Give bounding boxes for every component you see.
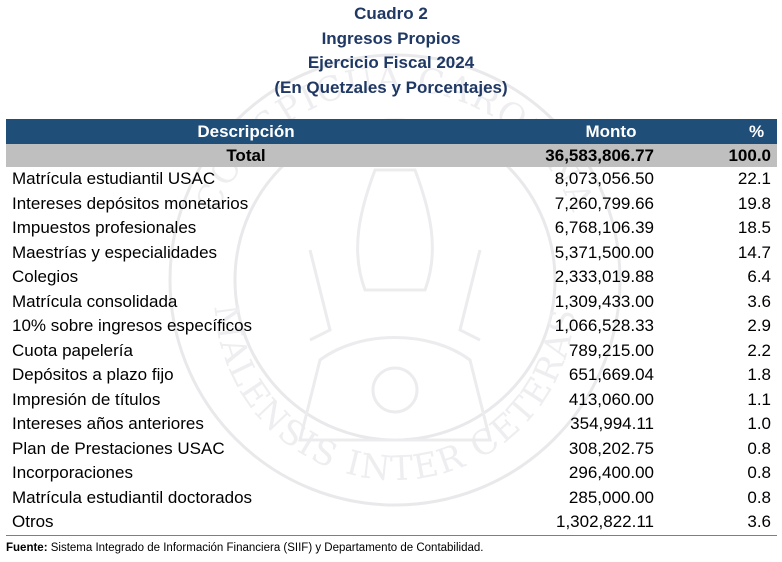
header-monto: Monto	[585, 122, 637, 141]
row-monto: 2,333,019.88	[554, 267, 654, 287]
table-header-row: Descripción Monto %	[6, 119, 777, 144]
title-line-4: (En Quetzales y Porcentajes)	[274, 77, 508, 97]
row-descripcion: Matrícula estudiantil USAC	[12, 169, 216, 189]
row-pct: 3.6	[747, 291, 771, 311]
footnote-label: Fuente:	[6, 542, 48, 554]
row-monto: 285,000.00	[568, 487, 654, 507]
row-pct: 0.8	[747, 438, 771, 458]
total-pct: 100.0	[728, 145, 771, 165]
row-monto: 354,994.11	[570, 414, 654, 434]
row-descripcion: Maestrías y especialidades	[12, 242, 218, 262]
table-row: Intereses depósitos monetarios 7,260,799.…	[6, 192, 777, 217]
document-title: Cuadro 2 Ingresos Propios Ejercicio Fisc…	[0, 2, 782, 100]
row-monto: 1,302,822.11	[556, 512, 654, 532]
row-descripcion: Plan de Prestaciones USAC	[12, 438, 225, 458]
row-monto: 6,768,106.39	[554, 218, 654, 238]
table-row: Maestrías y especialidades 5,371,500.00 14…	[6, 241, 777, 266]
table-body: Matrícula estudiantil USAC 8,073,056.50 22…	[6, 167, 777, 535]
total-monto: 36,583,806.77	[545, 145, 654, 165]
row-pct: 22.1	[737, 169, 771, 189]
row-pct: 0.8	[747, 463, 771, 483]
table-row: Impuestos profesionales 6,768,106.39 18.5	[6, 216, 777, 241]
table-row: Matrícula estudiantil USAC 8,073,056.50 22…	[6, 167, 777, 192]
table-row: Depósitos a plazo fijo 651,669.04 1.8	[6, 363, 777, 388]
row-descripcion: Matrícula consolidada	[12, 291, 178, 311]
row-descripcion: Otros	[12, 512, 54, 532]
table-row: Plan de Prestaciones USAC 308,202.75 0.8	[6, 437, 777, 462]
source-footnote: Fuente: Sistema Integrado de Información…	[6, 542, 483, 554]
row-descripcion: Impuestos profesionales	[12, 218, 197, 238]
header-descripcion: Descripción	[197, 122, 295, 141]
row-descripcion: Cuota papelería	[12, 340, 133, 360]
ingresos-table: Descripción Monto % Total 36,583,806.77 …	[6, 119, 777, 536]
row-pct: 1.1	[747, 389, 771, 409]
table-row: Colegios 2,333,019.88 6.4	[6, 265, 777, 290]
row-descripcion: Intereses años anteriores	[12, 414, 204, 434]
row-monto: 1,309,433.00	[554, 291, 654, 311]
header-pct: %	[748, 122, 765, 141]
table-row: Cuota papelería 789,215.00 2.2	[6, 339, 777, 364]
table-row: 10% sobre ingresos específicos 1,066,528.…	[6, 314, 777, 339]
row-pct: 2.9	[747, 316, 771, 336]
row-pct: 0.8	[747, 487, 771, 507]
row-descripcion: Impresión de títulos	[12, 389, 161, 409]
table-bottom-border	[6, 534, 777, 536]
row-pct: 3.6	[747, 512, 771, 532]
row-monto: 1,066,528.33	[554, 316, 654, 336]
table-row: Matrícula consolidada 1,309,433.00 3.6	[6, 290, 777, 315]
footnote-text: Sistema Integrado de Información Financi…	[47, 542, 484, 554]
row-monto: 413,060.00	[568, 389, 654, 409]
row-pct: 14.7	[737, 242, 771, 262]
row-monto: 651,669.04	[568, 365, 654, 385]
row-monto: 8,073,056.50	[554, 169, 654, 189]
total-label: Total	[226, 145, 266, 165]
row-pct: 6.4	[747, 267, 771, 287]
row-descripcion: Intereses depósitos monetarios	[12, 193, 249, 213]
row-pct: 2.2	[747, 340, 771, 360]
row-monto: 5,371,500.00	[554, 242, 654, 262]
row-monto: 308,202.75	[568, 438, 654, 458]
row-monto: 296,400.00	[568, 463, 654, 483]
row-descripcion: Colegios	[12, 267, 79, 287]
table-row: Incorporaciones 296,400.00 0.8	[6, 461, 777, 486]
row-pct: 18.5	[737, 218, 771, 238]
row-pct: 19.8	[737, 193, 771, 213]
table-row: Matrícula estudiantil doctorados 285,000.…	[6, 486, 777, 511]
total-row: Total 36,583,806.77 100.0	[6, 144, 777, 167]
row-descripcion: 10% sobre ingresos específicos	[12, 316, 253, 336]
table-row: Otros 1,302,822.11 3.6	[6, 510, 777, 535]
title-line-2: Ingresos Propios	[321, 28, 461, 48]
row-descripcion: Incorporaciones	[12, 463, 133, 483]
table-row: Impresión de títulos 413,060.00 1.1	[6, 388, 777, 413]
row-monto: 789,215.00	[568, 340, 654, 360]
row-monto: 7,260,799.66	[554, 193, 654, 213]
row-descripcion: Matrícula estudiantil doctorados	[12, 487, 253, 507]
row-pct: 1.0	[747, 414, 771, 434]
table-row: Intereses años anteriores 354,994.11 1.0	[6, 412, 777, 437]
title-line-3: Ejercicio Fiscal 2024	[307, 53, 475, 72]
title-line-1: Cuadro 2	[354, 4, 428, 23]
row-descripcion: Depósitos a plazo fijo	[12, 365, 174, 385]
row-pct: 1.8	[747, 365, 771, 385]
